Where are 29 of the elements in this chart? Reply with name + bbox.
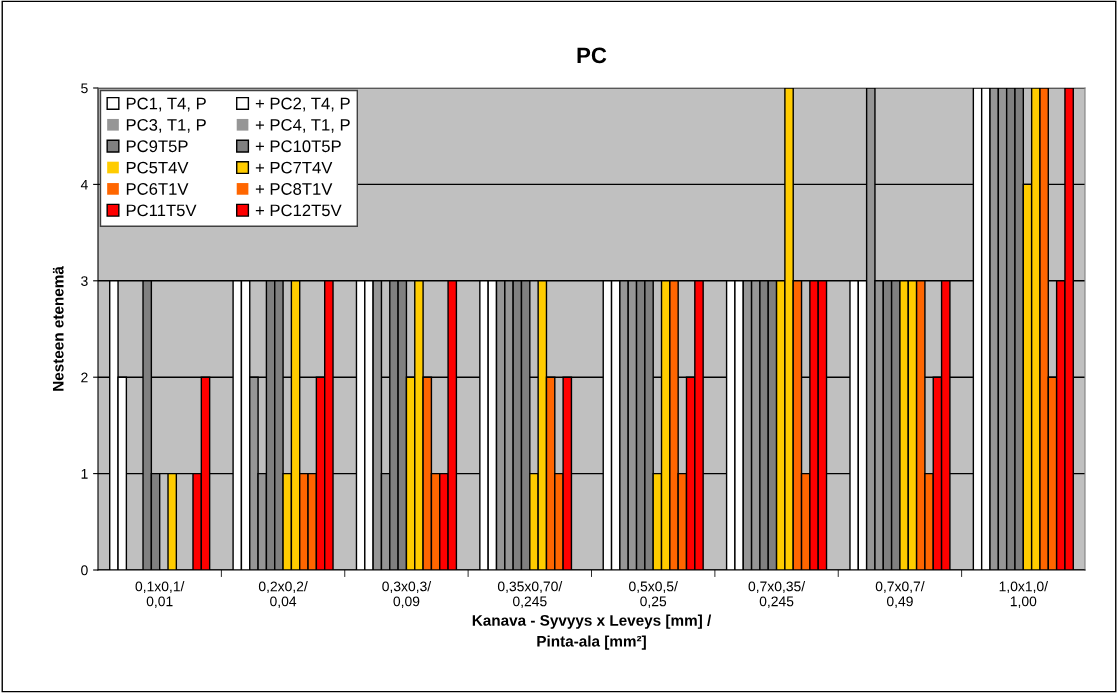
legend-label: PC6T1V xyxy=(126,183,189,195)
legend-label: PC11T5V xyxy=(126,204,197,217)
x-tick-label: 1,0x1,0/ 1,00 xyxy=(999,581,1049,608)
legend-label: PC1, T4, P xyxy=(126,97,206,112)
x-tick-label: 0,2x0,2/ 0,04 xyxy=(258,581,308,608)
legend-label: + PC4, T1, P xyxy=(255,118,350,133)
legend-label: PC9T5P xyxy=(126,140,188,153)
legend-label: PC3, T1, P xyxy=(126,118,206,133)
legend-label: + PC12T5V xyxy=(255,204,342,217)
legend-label: + PC10T5P xyxy=(255,140,341,153)
y-tick-label: 2 xyxy=(81,372,88,383)
legend-label: + PC8T1V xyxy=(255,183,333,195)
x-tick-label: 0,7x0,35/ 0,245 xyxy=(748,581,806,608)
x-tick-label: 0,3x0,3/ 0,09 xyxy=(382,581,432,608)
x-tick-label: 0,5x0,5/ 0,25 xyxy=(629,581,678,608)
x-tick-label: 0,7x0,7/ 0,49 xyxy=(875,581,925,608)
y-tick-label: 0 xyxy=(81,565,88,576)
y-tick-label: 3 xyxy=(81,276,88,286)
y-tick-label: 5 xyxy=(81,83,88,94)
legend-label: + PC2, T4, P xyxy=(255,97,350,112)
legend-label: PC5T4V xyxy=(126,161,189,174)
x-tick-label: 0,1x0,1/ 0,01 xyxy=(135,581,185,608)
x-axis-title: Kanava - Syvyys x Leveys [mm] / Pinta-ala [mm²] xyxy=(472,614,712,650)
x-tick-label: 0,35x0,70/ 0,245 xyxy=(497,581,563,608)
y-tick-label: 1 xyxy=(81,469,88,479)
chart-title: PC xyxy=(577,47,607,64)
y-tick-label: 4 xyxy=(80,179,88,190)
legend-label: + PC7T4V xyxy=(255,161,333,174)
y-axis-title: Nesteen etenemä xyxy=(52,266,64,391)
